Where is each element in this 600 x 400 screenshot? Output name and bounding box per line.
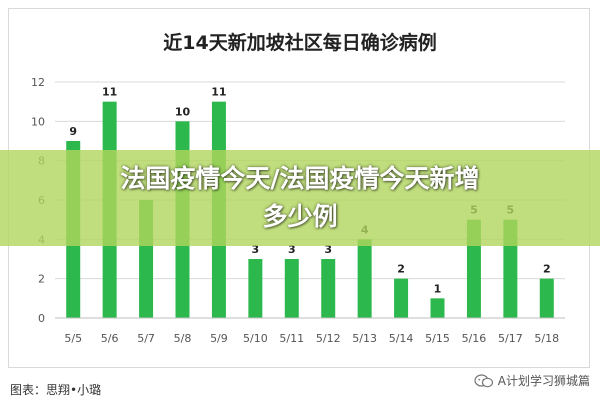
watermark-text: A计划学习狮城篇 (497, 374, 590, 388)
bar (430, 298, 445, 318)
x-tick-label: 5/10 (243, 332, 268, 345)
data-label: 3 (324, 243, 332, 256)
x-tick-label: 5/17 (498, 332, 523, 345)
data-label: 1 (434, 282, 442, 295)
x-tick-label: 5/16 (462, 332, 487, 345)
overlay-banner (0, 150, 600, 246)
bar (539, 278, 554, 318)
bar (248, 259, 263, 318)
y-tick-label: 0 (38, 312, 45, 325)
data-label: 9 (69, 125, 77, 138)
overlay-headline-line1: 法国疫情今天/法国疫情今天新增 (120, 164, 480, 193)
bar (357, 239, 372, 318)
x-tick-label: 5/15 (425, 332, 450, 345)
overlay-headline: 法国疫情今天/法国疫情今天新增 多少例 (0, 160, 600, 236)
x-tick-label: 5/8 (174, 332, 192, 345)
x-tick-label: 5/5 (64, 332, 82, 345)
x-tick-label: 5/7 (137, 332, 155, 345)
chart-title: 近14天新加坡社区每日确诊病例 (163, 32, 437, 54)
x-tick-label: 5/12 (316, 332, 341, 345)
overlay-headline-line2: 多少例 (262, 202, 338, 231)
data-label: 11 (102, 86, 117, 99)
source-note: 图表：思翔•小璐 (10, 383, 102, 397)
data-label: 3 (252, 243, 260, 256)
wechat-icon (474, 373, 493, 387)
data-label: 10 (175, 105, 191, 118)
watermark: A计划学习狮城篇 (474, 372, 590, 389)
x-tick-label: 5/9 (210, 332, 228, 345)
x-tick-label: 5/14 (389, 332, 414, 345)
data-label: 2 (397, 263, 405, 276)
y-tick-label: 2 (38, 273, 45, 286)
x-tick-label: 5/18 (534, 332, 559, 345)
bar (321, 259, 336, 318)
data-label: 3 (288, 243, 296, 256)
y-tick-label: 12 (31, 76, 45, 89)
bar (394, 278, 409, 318)
x-tick-label: 5/11 (279, 332, 304, 345)
x-tick-label: 5/13 (352, 332, 377, 345)
data-label: 2 (543, 263, 551, 276)
bar (284, 259, 299, 318)
x-tick-label: 5/6 (101, 332, 119, 345)
y-tick-label: 10 (31, 115, 45, 128)
data-label: 11 (211, 86, 226, 99)
